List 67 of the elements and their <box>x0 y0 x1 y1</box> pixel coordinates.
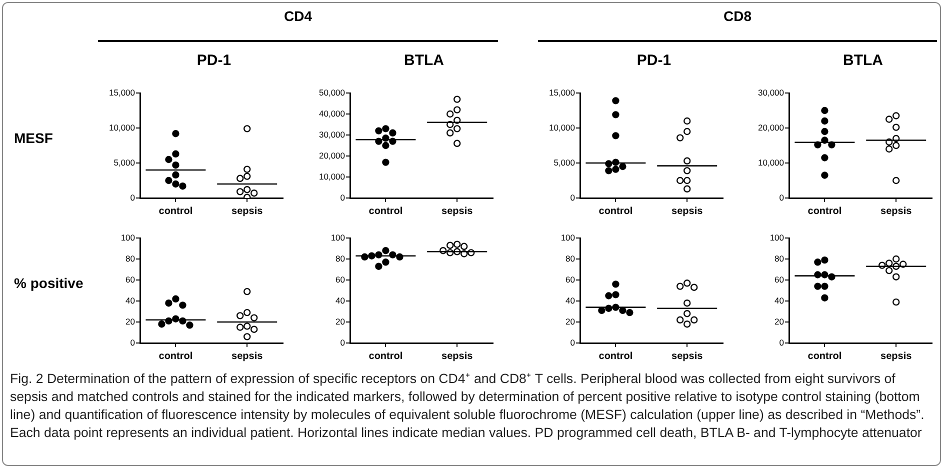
y-tick-label: 0 <box>130 192 136 202</box>
y-tick-label: 0 <box>779 192 784 202</box>
x-tick-label: control <box>158 206 193 217</box>
x-tick-label: sepsis <box>232 206 264 217</box>
x-tick-label: sepsis <box>442 350 474 362</box>
x-tick-label: sepsis <box>880 206 912 217</box>
chart-title: BTLA <box>403 52 445 69</box>
y-tick-label: 30,000 <box>319 129 346 140</box>
y-tick-label: 100 <box>770 232 784 242</box>
y-tick-label: 40 <box>126 295 136 306</box>
y-tick-label: 15,000 <box>549 87 576 98</box>
x-tick-label: sepsis <box>880 350 912 362</box>
x-tick-label: control <box>808 206 842 217</box>
text: CD4 <box>282 8 313 24</box>
y-tick-label: 30,000 <box>758 87 784 98</box>
y-tick-label: 0 <box>340 337 346 348</box>
y-tick-label: 10,000 <box>758 157 784 168</box>
y-tick-label: 40 <box>336 295 346 306</box>
y-tick-label: 40 <box>774 295 784 306</box>
y-tick-label: 0 <box>340 192 346 202</box>
x-tick-label: sepsis <box>442 206 474 217</box>
x-tick-label: sepsis <box>672 350 704 362</box>
y-tick-label: 100 <box>120 232 136 242</box>
x-tick-label: sepsis <box>232 350 264 362</box>
y-tick-label: 40 <box>566 295 576 306</box>
y-tick-label: 80 <box>126 253 136 264</box>
y-axis-title: % positive <box>14 275 84 291</box>
y-tick-label: 20 <box>126 316 136 326</box>
chart-title: PD-1 <box>196 52 232 69</box>
chart-title: BTLA <box>842 52 884 69</box>
y-tick-label: 80 <box>566 253 576 264</box>
y-tick-label: 10,000 <box>319 171 346 182</box>
y-tick-label: 10,000 <box>109 122 136 132</box>
x-tick-label: control <box>598 350 633 362</box>
text: CD8 <box>722 8 752 24</box>
y-tick-label: 0 <box>130 337 136 348</box>
caption: Fig. 2 Determination of the pattern of expression of specific receptors on CD4⁺ and CD8⁺ T cells. Peripheral blood was collected from eight survivors of sepsis and matched controls and stained for the indicated markers, followed by determination of percent positive relative to isotype control staining (bottom line) and quantification of fluorescence intensity by molecules of equivalent soluble fluorochrome (MESF) calculation (upper line) as described in “Methods”. Each data point represents an individual patient. Horizontal lines indicate median values. PD programmed cell death, BTLA B- and T-lymphocyte attenuator <box>10 370 926 442</box>
y-tick-label: 20 <box>566 316 576 326</box>
x-tick-label: control <box>808 350 842 362</box>
y-tick-label: 0 <box>779 337 784 348</box>
y-tick-label: 100 <box>560 232 576 242</box>
y-tick-label: 60 <box>774 274 784 284</box>
y-tick-label: 5,000 <box>554 157 576 168</box>
y-tick-label: 10,000 <box>549 122 576 132</box>
y-tick-label: 80 <box>336 253 346 264</box>
x-tick-label: sepsis <box>672 206 704 217</box>
x-tick-label: control <box>368 206 403 217</box>
y-tick-label: 50,000 <box>319 87 346 98</box>
y-tick-label: 0 <box>570 192 576 202</box>
x-tick-label: control <box>158 350 193 362</box>
y-tick-label: 0 <box>570 337 576 348</box>
y-tick-label: 20,000 <box>319 150 346 160</box>
y-tick-label: 20 <box>774 316 784 326</box>
y-tick-label: 60 <box>336 274 346 284</box>
y-tick-label: 80 <box>774 253 784 264</box>
x-tick-label: control <box>598 206 633 217</box>
y-axis-title: MESF <box>14 130 54 146</box>
y-tick-label: 60 <box>566 274 576 284</box>
y-tick-label: 60 <box>126 274 136 284</box>
y-tick-label: 100 <box>330 232 346 242</box>
y-tick-label: 20 <box>336 316 346 326</box>
y-tick-label: 5,000 <box>114 157 136 168</box>
y-tick-label: 15,000 <box>109 87 136 98</box>
y-tick-label: 40,000 <box>319 108 346 118</box>
chart-title: PD-1 <box>636 52 672 69</box>
y-tick-label: 20,000 <box>758 122 784 132</box>
x-tick-label: control <box>368 350 403 362</box>
